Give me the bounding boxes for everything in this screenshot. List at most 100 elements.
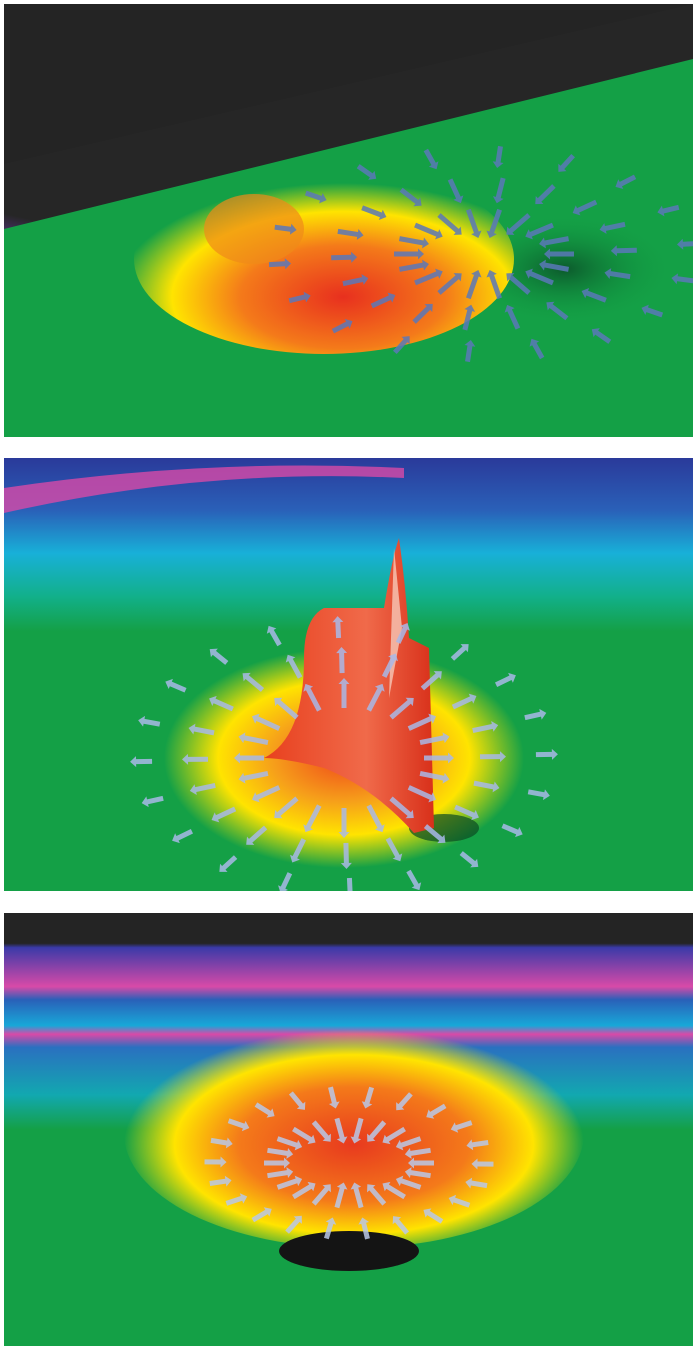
- arrow: [572, 199, 598, 216]
- arrow: [395, 1136, 422, 1151]
- arrow: [615, 174, 637, 189]
- arrow: [264, 1157, 290, 1169]
- arrow: [426, 1103, 447, 1119]
- arrow: [242, 672, 265, 692]
- arrow: [539, 259, 570, 272]
- arrow: [211, 806, 237, 823]
- arrow: [398, 259, 429, 272]
- arrow: [292, 1181, 316, 1200]
- arrow: [486, 270, 502, 300]
- arrow: [204, 1156, 227, 1168]
- arrow: [367, 1184, 387, 1206]
- arrow: [466, 270, 482, 300]
- arrow: [395, 1175, 422, 1190]
- arrow: [473, 780, 500, 793]
- arrow: [524, 708, 547, 721]
- arrow: [358, 1217, 370, 1240]
- arrow: [501, 823, 523, 838]
- arrow: [407, 785, 437, 803]
- arrow: [342, 274, 369, 287]
- panel-2: [4, 458, 693, 891]
- arrow: [423, 148, 439, 170]
- arrow: [267, 1147, 294, 1159]
- arrow: [459, 851, 479, 868]
- arrow: [303, 804, 322, 833]
- arrow: [130, 756, 153, 768]
- arrow: [337, 228, 364, 240]
- arrow: [182, 753, 209, 765]
- hole: [279, 1231, 419, 1271]
- arrow: [366, 683, 385, 712]
- panel-3: [4, 913, 693, 1346]
- arrow: [591, 328, 612, 344]
- arrow: [544, 248, 574, 260]
- arrow: [389, 796, 414, 819]
- arrow: [188, 723, 215, 736]
- arrow: [465, 1177, 488, 1189]
- arrow: [486, 208, 502, 238]
- arrow: [479, 751, 506, 763]
- arrow: [412, 303, 433, 324]
- arrow: [268, 258, 292, 270]
- arrow: [423, 824, 446, 844]
- arrow: [535, 184, 556, 205]
- hot-spot: [204, 194, 304, 264]
- arrow: [581, 288, 607, 303]
- arrow: [424, 752, 454, 764]
- arrow: [525, 268, 554, 286]
- arrow: [254, 1102, 275, 1118]
- arrow: [450, 644, 469, 661]
- arrow: [404, 1147, 431, 1159]
- arrows: [130, 616, 558, 891]
- arrow: [382, 1181, 406, 1200]
- arrow: [506, 273, 531, 295]
- arrow: [472, 721, 499, 734]
- arrow: [506, 213, 531, 235]
- arrow: [340, 842, 352, 869]
- arrow: [290, 838, 307, 863]
- arrow: [558, 153, 576, 172]
- panel-1: [4, 4, 693, 437]
- arrow: [311, 1184, 331, 1206]
- arrow: [311, 1120, 331, 1142]
- arrow: [407, 713, 437, 731]
- arrows: [204, 1086, 494, 1240]
- arrow: [334, 1117, 348, 1144]
- arrow: [437, 213, 462, 235]
- arrow: [504, 304, 521, 330]
- arrow: [466, 1139, 489, 1151]
- arrow: [274, 697, 299, 720]
- arrow: [389, 697, 414, 720]
- arrow: [238, 771, 269, 784]
- arrow: [370, 292, 396, 309]
- arrow: [437, 273, 462, 295]
- arrow: [525, 222, 554, 240]
- arrow: [334, 1182, 348, 1209]
- arrow: [414, 268, 443, 286]
- arrow: [396, 1092, 413, 1111]
- arrow: [303, 683, 322, 712]
- arrow: [610, 245, 637, 257]
- arrow: [420, 671, 442, 691]
- arrow: [274, 223, 297, 235]
- arrow: [529, 338, 545, 360]
- arrow: [395, 622, 410, 644]
- arrow: [657, 204, 680, 217]
- arrow: [246, 825, 268, 845]
- arrow: [367, 1120, 387, 1142]
- arrow: [414, 222, 443, 240]
- arrow: [331, 251, 358, 263]
- arrow: [209, 648, 229, 665]
- arrow: [210, 1137, 233, 1149]
- magenta-band: [4, 465, 404, 513]
- arrow: [304, 190, 327, 204]
- arrow: [404, 1167, 431, 1179]
- arrow: [138, 715, 161, 727]
- arrow: [189, 782, 216, 795]
- arrow: [398, 236, 429, 249]
- arrow: [350, 1182, 364, 1209]
- arrow: [285, 654, 303, 679]
- arrow: [382, 1126, 406, 1145]
- arrow: [288, 1091, 306, 1110]
